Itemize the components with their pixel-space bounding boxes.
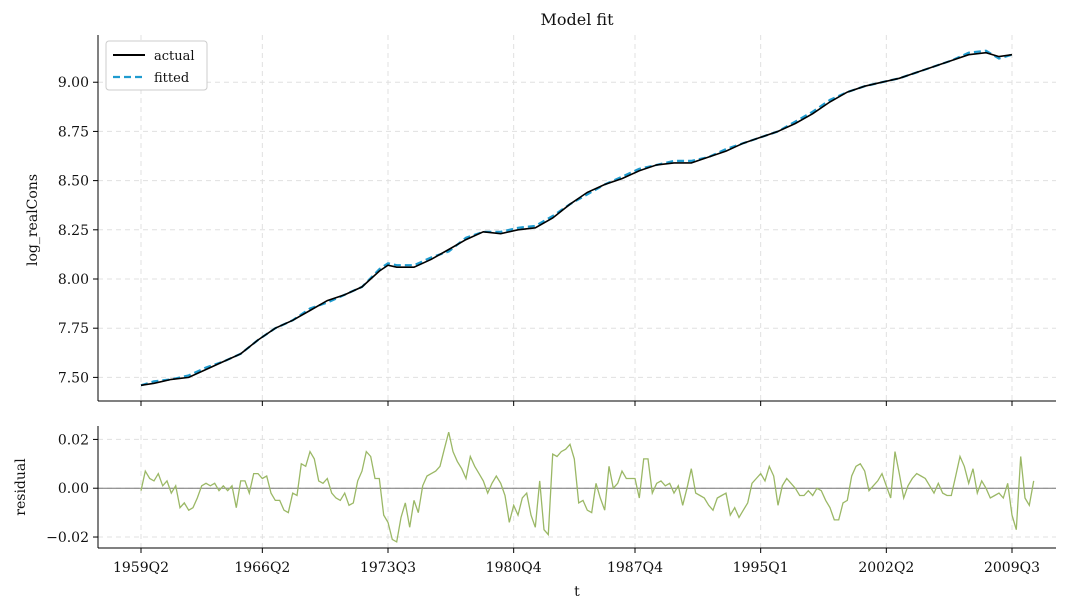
bottom-y-tick-label: −0.02: [46, 530, 89, 546]
x-axis-label: t: [574, 584, 580, 600]
x-tick-label: 1987Q4: [607, 560, 663, 576]
x-tick-label: 1959Q2: [113, 560, 169, 576]
top-y-ticks: 7.50 7.75 8.00 8.25 8.50 8.75 9.00: [58, 75, 98, 386]
top-y-tick-label: 9.00: [58, 75, 89, 91]
top-y-tick-label: 8.25: [58, 223, 89, 239]
top-y-tick-label: 8.50: [58, 174, 89, 190]
top-y-label: log_realCons: [25, 174, 41, 266]
legend-box: [105, 40, 208, 91]
legend-fitted-label: fitted: [154, 71, 189, 86]
bottom-y-label: residual: [13, 458, 29, 516]
x-tick-label: 1980Q4: [486, 560, 542, 576]
bottom-y-tick-label: 0.02: [58, 432, 89, 448]
bottom-y-ticks: 0.02 0.00 −0.02: [46, 432, 98, 546]
top-y-tick-label: 7.50: [58, 370, 89, 386]
residual-line: [140, 431, 1035, 543]
top-y-tick-label: 7.75: [58, 321, 89, 337]
bottom-panel: 0.020.00−0.02 1959Q2 1966Q2 1973Q3 1980Q4 19…: [13, 426, 1056, 600]
actual-line: [140, 51, 1013, 387]
legend: actual fitted: [105, 40, 208, 91]
x-tick-label: 1995Q1: [733, 560, 789, 576]
top-panel: 7.50 7.75 8.00 8.25 8.50 8.75 9.00 log_realCon…: [25, 35, 1056, 406]
chart-title: Model fit: [540, 10, 614, 29]
bottom-y-tick-label: 0.00: [58, 481, 89, 497]
x-tick-label: 2009Q3: [984, 560, 1040, 576]
top-y-tick-label: 8.00: [58, 272, 89, 288]
legend-actual-label: actual: [154, 49, 195, 64]
x-tick-label: 1973Q3: [360, 560, 416, 576]
x-tick-label: 1966Q2: [234, 560, 290, 576]
bottom-x-ticks: 1959Q2 1966Q2 1973Q3 1980Q4 1987Q4 1995Q1 2002…: [113, 548, 1040, 576]
top-x-ticks: [140, 401, 1013, 406]
fitted-line: [140, 49, 1013, 387]
top-y-tick-label: 8.75: [58, 124, 89, 140]
top-grid: [98, 35, 1056, 401]
x-tick-label: 2002Q2: [858, 560, 914, 576]
